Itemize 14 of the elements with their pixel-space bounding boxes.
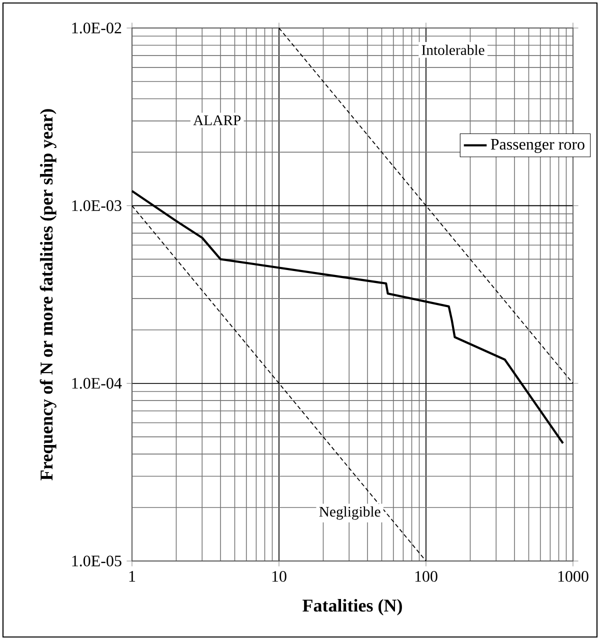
- legend-label: Passenger roro: [490, 139, 584, 153]
- y-tick-label: 1.0E-05: [72, 556, 122, 566]
- annotation: Negligible: [319, 506, 380, 520]
- x-tick-label: 1000: [558, 571, 588, 582]
- annotation: Intolerable: [422, 44, 484, 56]
- y-tick-label: 1.0E-02: [72, 22, 122, 34]
- y-tick-label: 1.0E-03: [72, 200, 122, 212]
- x-axis-title: Fatalities (N): [302, 599, 402, 616]
- y-axis-title: Frequency of N or more fatalities (per ship year): [40, 109, 56, 480]
- x-tick-label: 10: [272, 571, 286, 582]
- x-tick-label: 1: [129, 571, 136, 582]
- x-tick-label: 100: [415, 571, 438, 582]
- annotation: ALARP: [193, 115, 241, 126]
- y-tick-label: 1.0E-04: [72, 378, 122, 389]
